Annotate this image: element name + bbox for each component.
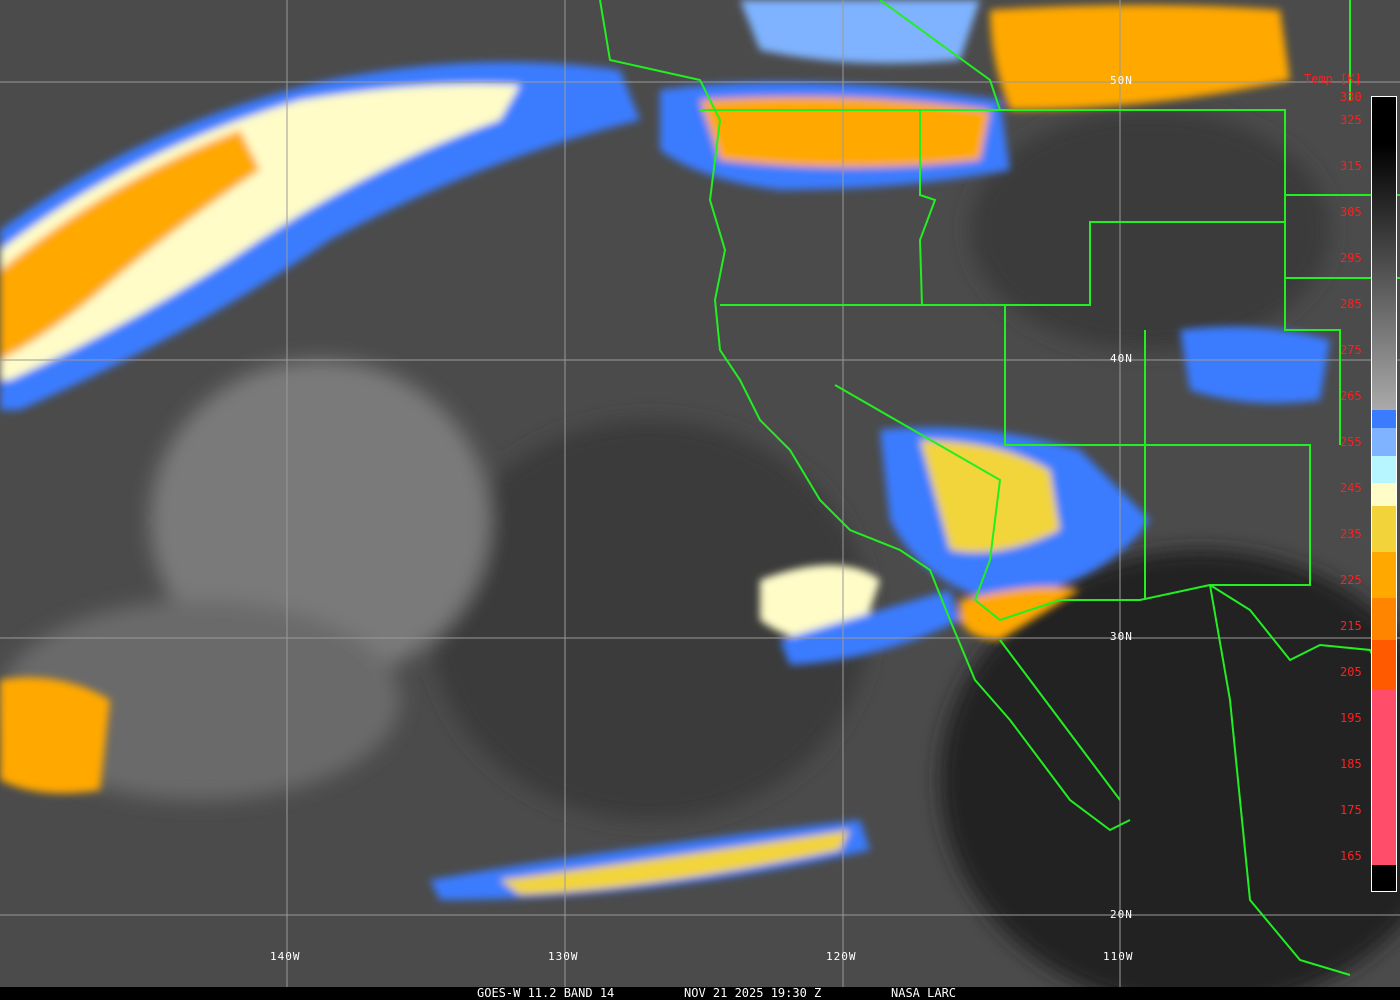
lon-label-140w: 140W xyxy=(270,950,301,963)
colorbar-tick: 205 xyxy=(1340,665,1362,679)
colorbar-segment xyxy=(1372,428,1396,442)
colorbar-segment xyxy=(1372,639,1396,691)
caption-credit: NASA LARC xyxy=(891,986,957,1000)
colorbar-tick: 305 xyxy=(1340,205,1362,219)
political-boundaries xyxy=(599,0,1400,976)
caption-satellite: GOES-W 11.2 BAND 14 xyxy=(477,986,615,1000)
temperature-colorbar xyxy=(1371,96,1397,892)
caption-datetime: NOV 21 2025 19:30 Z xyxy=(684,986,822,1000)
lat-label-40n: 40N xyxy=(1110,352,1133,365)
colorbar-tick: 215 xyxy=(1340,619,1362,633)
colorbar-tick: 325 xyxy=(1340,113,1362,127)
colorbar-tick: 245 xyxy=(1340,481,1362,495)
colorbar-title: Temp [K] xyxy=(1304,72,1362,86)
lat-label-50n: 50N xyxy=(1110,74,1133,87)
lat-label-20n: 20N xyxy=(1110,908,1133,921)
colorbar-tick: 225 xyxy=(1340,573,1362,587)
colorbar-segment xyxy=(1372,442,1396,456)
lat-label-30n: 30N xyxy=(1110,630,1133,643)
colorbar-tick: 285 xyxy=(1340,297,1362,311)
lon-label-110w: 110W xyxy=(1103,950,1134,963)
cloud-tops xyxy=(0,0,1330,900)
colorbar-gray-ramp xyxy=(1372,97,1396,410)
colorbar-segment xyxy=(1372,598,1396,640)
colorbar-segment xyxy=(1372,506,1396,553)
colorbar-tick: 275 xyxy=(1340,343,1362,357)
lon-label-130w: 130W xyxy=(548,950,579,963)
colorbar-tick: 255 xyxy=(1340,435,1362,449)
colorbar-tick: 185 xyxy=(1340,757,1362,771)
colorbar-tick: 175 xyxy=(1340,803,1362,817)
colorbar-tick: 315 xyxy=(1340,159,1362,173)
colorbar-tick: 165 xyxy=(1340,849,1362,863)
colorbar-tick: 330 xyxy=(1340,90,1362,104)
lon-label-120w: 120W xyxy=(826,950,857,963)
background-shading xyxy=(0,110,1400,1000)
colorbar-tick: 195 xyxy=(1340,711,1362,725)
colorbar-segment xyxy=(1372,690,1396,866)
image-caption: GOES-W 11.2 BAND 14 NOV 21 2025 19:30 Z NA… xyxy=(0,987,1400,1000)
colorbar-segment xyxy=(1372,455,1396,484)
colorbar-tick: 295 xyxy=(1340,251,1362,265)
colorbar-segment xyxy=(1372,483,1396,507)
colorbar-segment xyxy=(1372,552,1396,599)
colorbar-segment xyxy=(1372,409,1396,429)
colorbar-tick: 235 xyxy=(1340,527,1362,541)
colorbar-tick: 265 xyxy=(1340,389,1362,403)
